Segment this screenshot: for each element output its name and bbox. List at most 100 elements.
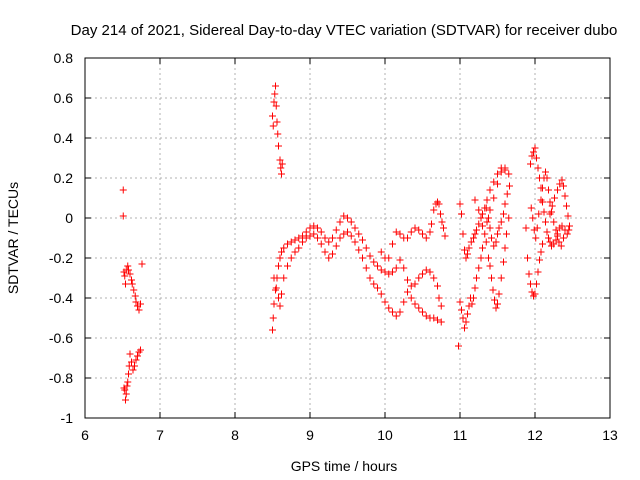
data-point [389,240,396,248]
data-point [407,294,415,302]
data-point [381,298,389,306]
series-arc-11a [455,164,513,350]
data-point [486,186,494,194]
data-point [477,214,485,222]
data-point [351,238,359,246]
data-point [505,214,513,222]
data-point [501,244,509,252]
data-point [392,228,400,236]
data-point [400,298,408,306]
data-point [471,196,479,204]
data-point [546,198,554,206]
data-point [434,282,441,290]
data-point [494,300,501,308]
data-point [497,164,505,172]
y-tick-label: -0.6 [49,330,73,346]
data-point [479,222,486,230]
data-point [276,156,284,164]
data-point [551,194,558,202]
data-point [278,170,285,178]
data-point [385,304,393,312]
data-point [119,212,127,220]
data-point [270,274,278,282]
series-arc-11.9c [527,168,567,250]
data-point [503,190,511,198]
data-point [125,266,132,274]
data-point [497,274,505,282]
data-point [317,240,325,248]
data-point [272,284,280,292]
data-point [275,142,282,150]
data-point [556,180,564,188]
data-point [362,244,370,252]
y-tick-label: 0.8 [54,50,74,66]
series-arc-6.5a [119,186,146,314]
data-point [122,390,130,398]
data-point [280,244,288,252]
data-point [274,130,282,138]
data-point [355,230,363,238]
data-point [435,294,443,302]
data-point [422,266,430,274]
data-point [473,226,480,234]
data-point [138,260,146,268]
data-point [299,238,306,246]
data-point [527,160,534,168]
data-point [437,302,445,310]
data-point [426,228,434,236]
data-point [561,192,569,200]
data-point [494,180,501,188]
data-point [462,318,470,326]
data-point [468,300,476,308]
data-point [495,224,503,232]
data-point [381,268,389,276]
data-point [295,244,303,252]
data-point [481,230,489,238]
data-point [276,302,284,310]
data-point [411,300,419,308]
data-point [278,160,286,168]
data-point [314,234,321,242]
data-point [128,358,135,366]
series-arc-8.5c [270,228,445,326]
data-point [497,218,505,226]
series-arc-8.5b [269,212,445,334]
data-point [340,212,348,220]
data-point [483,218,491,226]
data-point [419,270,426,278]
series-arc-11.9d [546,176,573,230]
data-point [125,370,132,378]
data-point [533,154,540,162]
data-point [540,208,548,216]
data-point [563,230,571,238]
data-point [392,312,400,320]
data-point [396,308,404,316]
grid-lines [85,58,610,418]
data-point [275,294,282,302]
data-point [411,280,419,288]
series-arc-6.5b [120,346,144,404]
data-point [278,248,285,256]
data-point [486,206,494,214]
data-point [422,312,430,320]
data-point [488,234,495,242]
data-point [524,254,531,262]
data-point [269,112,276,120]
data-point [438,218,446,226]
data-point [475,206,483,214]
data-point [492,238,500,246]
data-point [527,280,534,288]
data-point [273,118,281,126]
data-point [295,234,303,242]
data-point [485,254,492,262]
data-point [548,202,556,210]
series-arc-11b [456,164,509,262]
data-point [377,266,385,274]
data-point [552,226,560,234]
data-point [270,98,278,106]
data-point [321,234,329,242]
data-point [340,230,348,238]
y-tick-label: 0.6 [54,90,74,106]
x-tick-label: 7 [156,427,164,443]
data-point [535,210,543,218]
